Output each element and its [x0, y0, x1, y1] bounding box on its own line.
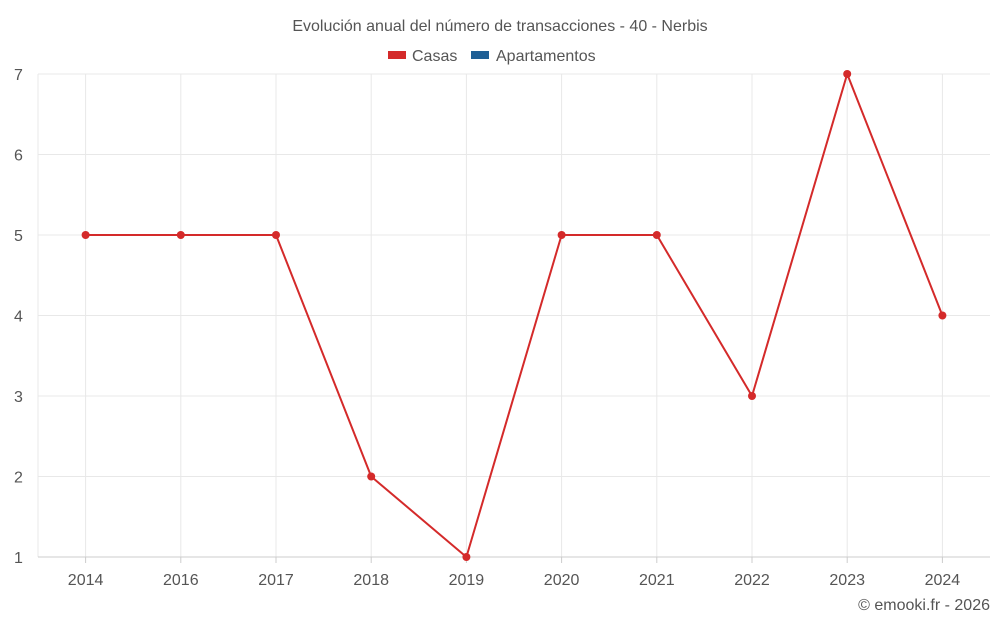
chart-title: Evolución anual del número de transaccio…: [292, 18, 707, 35]
x-tick-label-2022: 2022: [734, 572, 770, 589]
data-point-casas-2024[interactable]: [938, 311, 947, 320]
credit-text: © emooki.fr - 2026: [858, 597, 990, 614]
data-point-casas-2016[interactable]: [176, 231, 185, 239]
data-point-casas-2014[interactable]: [81, 231, 90, 239]
legend-swatch-apartamentos: [471, 51, 489, 59]
legend-label-apartamentos: Apartamentos: [496, 48, 596, 65]
data-point-casas-2018[interactable]: [367, 472, 376, 481]
y-tick-label-5: 5: [14, 228, 23, 245]
y-tick-label-1: 1: [14, 550, 23, 567]
legend: Casas Apartamentos: [388, 48, 596, 65]
x-tick-label-2024: 2024: [925, 572, 961, 589]
x-tick-label-2023: 2023: [829, 572, 865, 589]
data-point-casas-2017[interactable]: [272, 231, 280, 239]
legend-swatch-casas: [388, 51, 406, 59]
y-tick-label-4: 4: [14, 309, 23, 326]
series-line-casas: [85, 73, 944, 558]
legend-item-casas[interactable]: Casas: [388, 48, 457, 65]
legend-label-casas: Casas: [412, 48, 457, 65]
x-tick-label-2016: 2016: [163, 572, 199, 589]
legend-item-apartamentos[interactable]: Apartamentos: [471, 48, 596, 65]
data-point-casas-2019[interactable]: [462, 553, 471, 561]
x-tick-label-2014: 2014: [68, 572, 104, 589]
x-tick-label-2020: 2020: [544, 572, 580, 589]
data-point-casas-2020[interactable]: [557, 231, 566, 239]
data-point-casas-2022[interactable]: [748, 392, 756, 400]
data-point-casas-2021[interactable]: [652, 231, 661, 239]
y-tick-label-3: 3: [14, 389, 23, 406]
grid: [37, 73, 990, 558]
series-casas: [81, 70, 947, 561]
x-tick-label-2021: 2021: [639, 572, 675, 589]
x-tick-label-2019: 2019: [449, 572, 485, 589]
y-tick-label-7: 7: [14, 67, 23, 84]
y-tick-label-2: 2: [14, 470, 23, 487]
x-tick-label-2017: 2017: [258, 572, 294, 589]
axes: 1 2 3 4 5 6 7 2014 2016 2017 2018 2019 2020 2021 2022 2…: [14, 67, 990, 589]
data-point-casas-2023[interactable]: [843, 70, 852, 78]
y-tick-label-6: 6: [14, 148, 23, 165]
x-tick-label-2018: 2018: [353, 572, 389, 589]
